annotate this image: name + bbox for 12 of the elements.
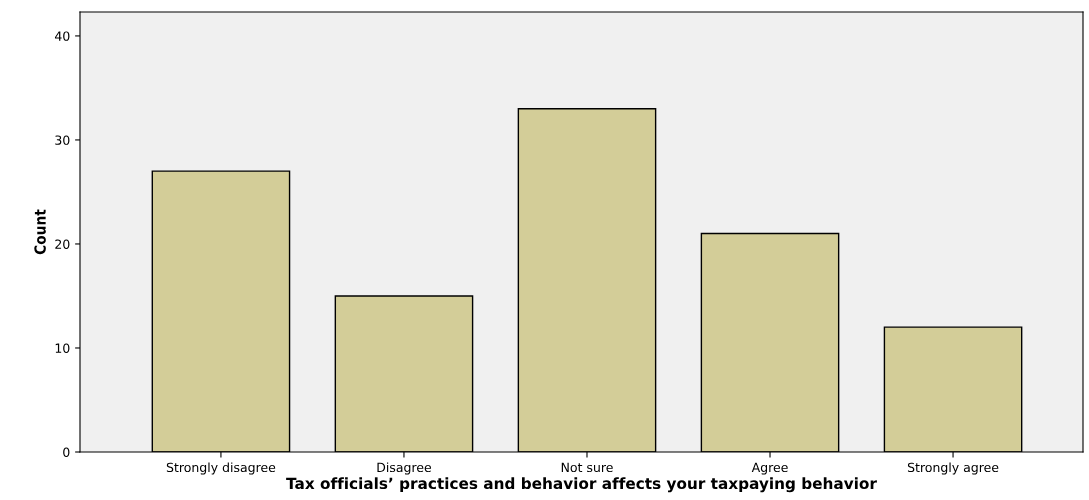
x-tick-label: Not sure: [561, 462, 613, 473]
y-tick-label: 40: [54, 31, 70, 41]
y-axis-title: Count: [34, 209, 46, 255]
x-tick-label: Strongly agree: [907, 462, 999, 475]
x-tick-label: Strongly disagree: [166, 462, 276, 475]
y-tick-label: 20: [55, 239, 70, 249]
x-tick-label: Agree: [751, 462, 788, 475]
x-tick-label: Disagree: [377, 462, 432, 475]
y-tick-label: 10: [55, 343, 70, 353]
x-axis-title: Tax officials’ practices and behavior affects your taxpaying behavior: [286, 477, 877, 493]
y-tick-label: 0: [63, 447, 70, 457]
y-tick-label: 30: [55, 135, 70, 145]
